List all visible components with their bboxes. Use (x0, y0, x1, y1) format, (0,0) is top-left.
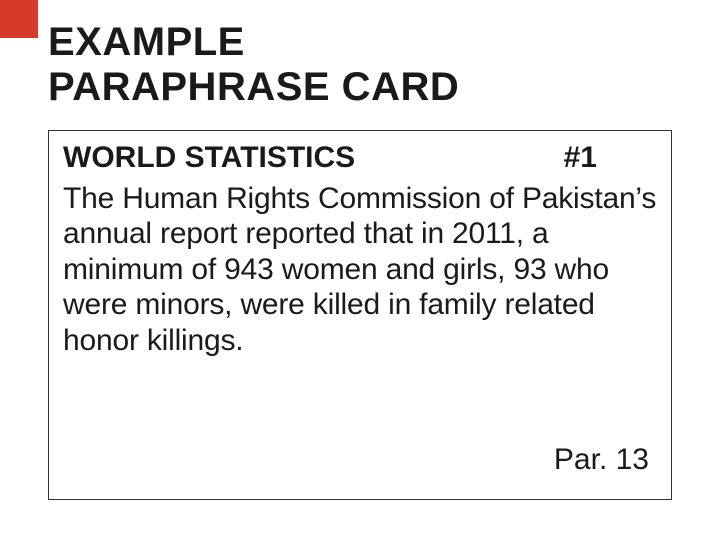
accent-bar (0, 0, 38, 38)
card-number: #1 (564, 141, 597, 175)
card-header-row: WORLD STATISTICS #1 (63, 141, 657, 175)
slide-title: EXAMPLE PARAPHRASE CARD (48, 20, 459, 110)
card-body-text: The Human Rights Commission of Pakistan’… (63, 181, 657, 358)
title-line-2: PARAPHRASE CARD (48, 65, 459, 109)
title-line-1: EXAMPLE (48, 20, 245, 64)
paraphrase-card: WORLD STATISTICS #1 The Human Rights Com… (48, 130, 672, 500)
card-footer: Par. 13 (554, 443, 649, 477)
card-heading: WORLD STATISTICS (63, 141, 355, 175)
